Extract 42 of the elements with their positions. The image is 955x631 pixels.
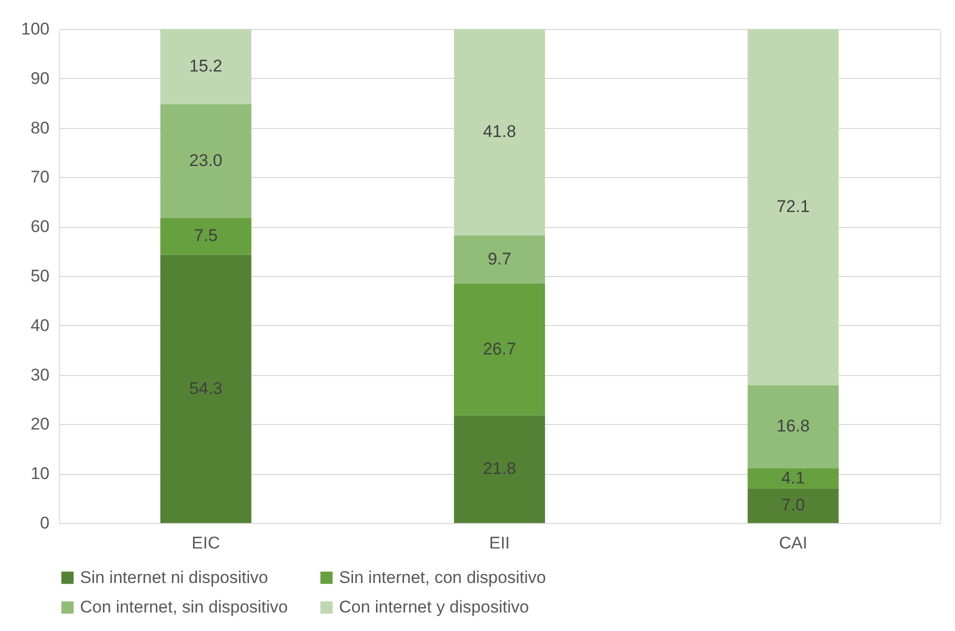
data-label: 54.3 (189, 378, 222, 398)
x-tick-label: CAI (778, 534, 808, 552)
data-label: 4.1 (781, 468, 805, 488)
data-label: 16.8 (776, 416, 810, 436)
data-label: 7.5 (194, 226, 218, 246)
data-label: 23.0 (189, 150, 222, 170)
data-label: 15.2 (189, 56, 222, 76)
bar (454, 283, 546, 416)
bar (160, 254, 252, 523)
y-tick-label: 20 (30, 414, 50, 434)
data-label: 21.8 (482, 459, 516, 478)
bar (454, 235, 546, 284)
x-tick-label: EIC (192, 534, 220, 552)
bar (748, 468, 839, 488)
y-tick-label: 90 (30, 68, 50, 88)
bar (160, 104, 252, 218)
y-tick-label: 80 (30, 118, 50, 138)
data-label: 7.0 (781, 496, 805, 515)
bar (454, 415, 546, 523)
x-tick-label: EII (489, 534, 510, 552)
bar (454, 29, 546, 236)
y-tick-label: 40 (30, 316, 50, 335)
bar (748, 385, 839, 468)
legend-label: Con internet y dispositivo (339, 598, 529, 616)
y-tick-label: 70 (30, 168, 50, 187)
data-label: 26.7 (482, 339, 516, 358)
bar (748, 29, 839, 386)
legend-label: Sin internet, con dispositivo (339, 568, 546, 587)
data-label: 72.1 (776, 197, 810, 216)
legend-label: Con internet, sin dispositivo (80, 598, 288, 616)
bar (160, 218, 252, 255)
y-tick-label: 60 (30, 217, 50, 236)
y-tick-label: 30 (30, 365, 50, 384)
y-tick-label: 10 (30, 464, 50, 484)
bar (160, 29, 252, 104)
y-tick-label: 100 (21, 20, 50, 38)
legend-label: Sin internet ni dispositivo (80, 568, 268, 587)
y-tick-label: 50 (30, 266, 50, 286)
data-label: 41.8 (482, 122, 516, 142)
y-tick-label: 0 (40, 514, 50, 532)
bar (748, 488, 839, 523)
data-label: 9.7 (488, 249, 512, 268)
